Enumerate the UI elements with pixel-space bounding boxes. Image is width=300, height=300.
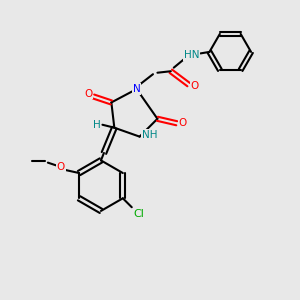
Text: HN: HN (184, 50, 200, 60)
Text: Cl: Cl (134, 209, 145, 219)
Text: O: O (84, 88, 92, 98)
Text: H: H (93, 120, 101, 130)
Text: O: O (56, 162, 65, 172)
Text: O: O (178, 118, 187, 128)
Text: NH: NH (142, 130, 158, 140)
Text: O: O (190, 81, 199, 91)
Text: N: N (133, 84, 140, 94)
